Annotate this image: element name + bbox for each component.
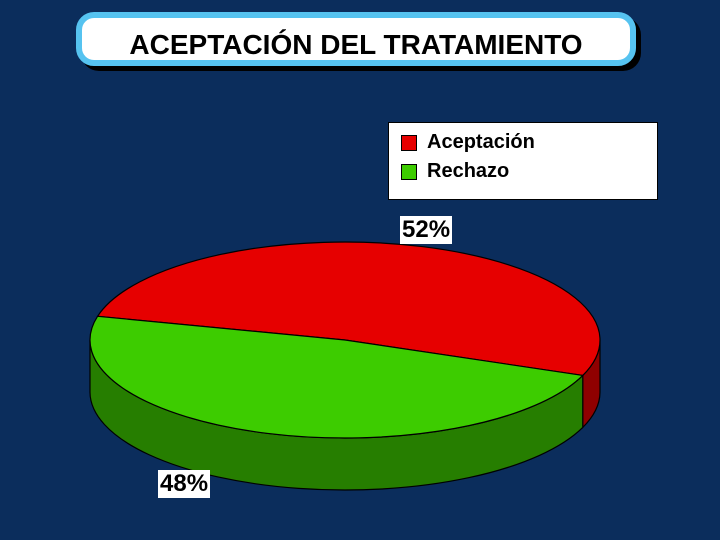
data-label-text: 48% [160,470,208,497]
data-label-text: 52% [402,216,450,243]
data-label-rechazo: 48% [158,470,210,498]
stage: ACEPTACIÓN DEL TRATAMIENTOAceptaciónRech… [0,0,720,540]
pie-chart [0,0,720,540]
data-label-aceptacion: 52% [400,216,452,244]
